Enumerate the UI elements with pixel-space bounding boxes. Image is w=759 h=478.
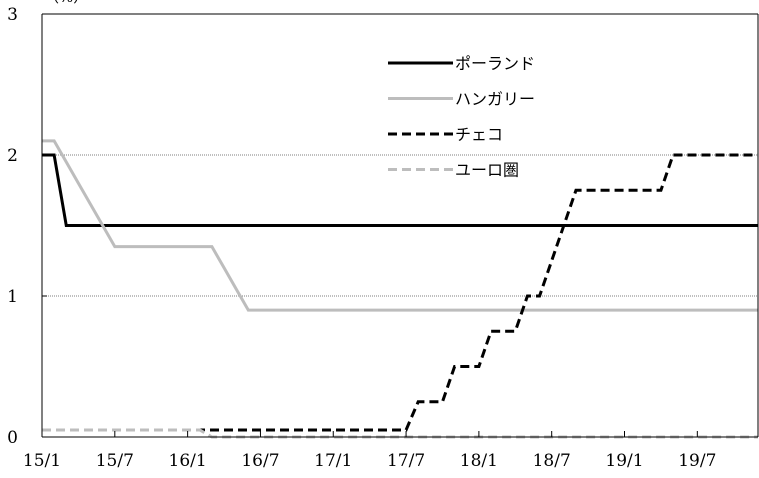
x-tick-label: 15/1 [23, 451, 61, 471]
x-tick-label: 19/7 [678, 451, 716, 471]
series-line [42, 428, 758, 439]
x-tick-label: 16/7 [241, 451, 279, 471]
x-tick-label: 17/7 [387, 451, 425, 471]
x-tick-label: 18/7 [533, 451, 571, 471]
legend-label: チェコ [455, 125, 503, 144]
grid-layer [42, 154, 758, 297]
series-line [42, 139, 758, 312]
x-tick-label: 15/7 [96, 451, 134, 471]
x-tick-label: 16/1 [169, 451, 207, 471]
y-axis-unit-label: （%） [44, 0, 88, 6]
y-tick-label: 1 [7, 287, 18, 307]
x-tick-label: 18/1 [460, 451, 498, 471]
x-tick-label: 19/1 [605, 451, 643, 471]
legend-label: ユーロ圏 [455, 161, 519, 180]
y-tick-label: 3 [7, 5, 18, 25]
axes-layer: 0 1 2 3 15/1 15/7 16/1 16/7 17/1 17/7 18/1 18/7 19/1… [7, 5, 759, 471]
series-line [42, 153, 758, 432]
legend-label: ハンガリー [455, 90, 535, 109]
y-tick-label: 0 [7, 428, 18, 448]
x-tick-label: 17/1 [314, 451, 352, 471]
y-tick-label: 2 [7, 146, 18, 166]
series-layer [42, 139, 758, 439]
series-line [42, 153, 758, 227]
legend-label: ポーランド [455, 54, 535, 73]
